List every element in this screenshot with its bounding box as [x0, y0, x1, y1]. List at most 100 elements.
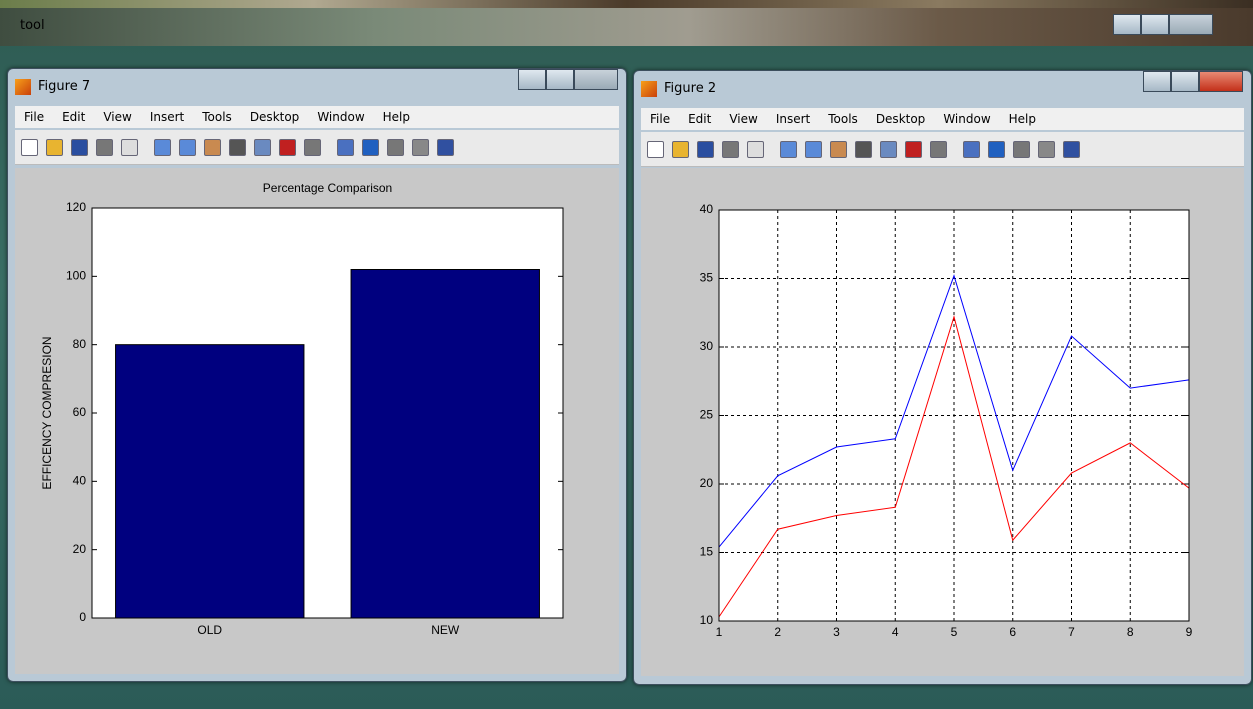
tool-button[interactable] [1038, 141, 1055, 158]
figure-area: Percentage Comparison EFFICENCY COMPRESIO… [15, 168, 619, 674]
close[interactable] [574, 69, 618, 90]
tool-button[interactable] [96, 139, 113, 156]
window-title: tool [20, 18, 45, 33]
tool-button[interactable] [963, 141, 980, 158]
tool-button[interactable] [672, 141, 689, 158]
desktop: tool Figure 7 FileEditViewInsertToolsDes… [0, 0, 1253, 709]
y-tick-label: 10 [700, 613, 714, 627]
menu-item[interactable]: Desktop [241, 110, 309, 124]
tool-button[interactable] [647, 141, 664, 158]
tool-button[interactable] [1063, 141, 1080, 158]
background [0, 0, 1253, 8]
tool-button[interactable] [279, 139, 296, 156]
close[interactable] [1169, 14, 1213, 35]
minimize[interactable] [1113, 14, 1141, 35]
menu-item[interactable]: Insert [141, 110, 193, 124]
tool-button[interactable] [362, 139, 379, 156]
window-buttons [1113, 14, 1213, 34]
minimize[interactable] [1143, 71, 1171, 92]
tool-button[interactable] [988, 141, 1005, 158]
tool-button[interactable] [304, 139, 321, 156]
tool-button[interactable] [805, 141, 822, 158]
menu-item[interactable]: Tools [193, 110, 241, 124]
minimize[interactable] [518, 69, 546, 90]
title-bar: Figure 2 [634, 71, 1251, 107]
x-tick-label: 3 [833, 625, 840, 639]
tool-button[interactable] [1013, 141, 1030, 158]
tool-button[interactable] [412, 139, 429, 156]
tool-button[interactable] [21, 139, 38, 156]
chart-title: Percentage Comparison [263, 181, 392, 195]
tool-button[interactable] [154, 139, 171, 156]
x-tick-label: 2 [774, 625, 781, 639]
menu-item[interactable]: Help [374, 110, 419, 124]
y-tick-label: 40 [73, 474, 87, 488]
menu-item[interactable]: Edit [53, 110, 94, 124]
bar [351, 270, 539, 619]
tool-button[interactable] [229, 139, 246, 156]
y-tick-label: 40 [700, 202, 714, 216]
y-tick-label: 15 [700, 545, 714, 559]
menu-item[interactable]: Window [934, 112, 999, 126]
tool-button[interactable] [830, 141, 847, 158]
toolbar [15, 130, 619, 165]
tool-button[interactable] [71, 139, 88, 156]
tool-button[interactable] [46, 139, 63, 156]
y-axis-label: EFFICENCY COMPRESION [40, 336, 54, 489]
maximize[interactable] [1171, 71, 1199, 92]
menu-item[interactable]: View [720, 112, 766, 126]
chart: Percentage Comparison EFFICENCY COMPRESIO… [15, 168, 619, 674]
toolbar [641, 132, 1244, 167]
tool-button[interactable] [121, 139, 138, 156]
tool-button[interactable] [204, 139, 221, 156]
y-tick-label: 25 [700, 408, 714, 422]
tool-button[interactable] [437, 139, 454, 156]
x-tick-label: 5 [951, 625, 958, 639]
x-tick-label: 6 [1009, 625, 1016, 639]
x-tick-label: 4 [892, 625, 899, 639]
tool-button[interactable] [747, 141, 764, 158]
menu-item[interactable]: Window [308, 110, 373, 124]
window-buttons [1143, 71, 1243, 91]
menu-item[interactable]: Desktop [867, 112, 935, 126]
window-title: Figure 7 [38, 79, 90, 94]
menu-item[interactable]: Insert [767, 112, 819, 126]
x-tick-label: 9 [1186, 625, 1193, 639]
menu-item[interactable]: File [641, 112, 679, 126]
x-tick-label: 8 [1127, 625, 1134, 639]
bar [116, 345, 304, 618]
y-tick-label: 20 [700, 476, 714, 490]
tool-button[interactable] [905, 141, 922, 158]
y-tick-label: 20 [73, 542, 87, 556]
tool-button[interactable] [254, 139, 271, 156]
menu-item[interactable]: Edit [679, 112, 720, 126]
menu-item[interactable]: View [94, 110, 140, 124]
menu-item[interactable]: Tools [819, 112, 867, 126]
tool-button[interactable] [855, 141, 872, 158]
maximize[interactable] [546, 69, 574, 90]
menu-item[interactable]: Help [1000, 112, 1045, 126]
tool-button[interactable] [337, 139, 354, 156]
background-window: tool [0, 8, 1253, 46]
menu-item[interactable]: File [15, 110, 53, 124]
title-bar: Figure 7 [8, 69, 626, 105]
tool-button[interactable] [722, 141, 739, 158]
y-tick-label: 30 [700, 339, 714, 353]
tool-button[interactable] [697, 141, 714, 158]
y-tick-label: 100 [66, 269, 86, 283]
x-tick-label: 7 [1068, 625, 1075, 639]
tool-button[interactable] [179, 139, 196, 156]
tool-button[interactable] [880, 141, 897, 158]
tool-button[interactable] [387, 139, 404, 156]
close[interactable] [1199, 71, 1243, 92]
maximize[interactable] [1141, 14, 1169, 35]
tool-button[interactable] [780, 141, 797, 158]
y-tick-label: 0 [79, 610, 86, 624]
tool-button[interactable] [930, 141, 947, 158]
